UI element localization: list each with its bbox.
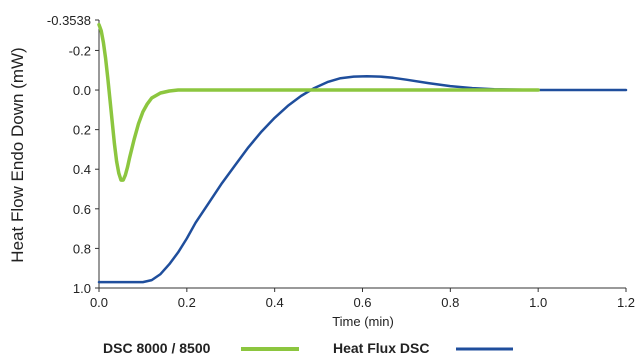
x-ticks: 0.0 0.2 0.4 0.6 0.8 1.0 1.2: [90, 288, 635, 310]
x-tick-label: 0.8: [441, 295, 459, 310]
legend: DSC 8000 / 8500 Heat Flux DSC: [103, 340, 513, 356]
x-tick-label: 0.4: [266, 295, 284, 310]
y-tick-label: 0.8: [73, 241, 91, 256]
y-ticks: -0.3538 -0.2 0.0 0.2 0.4 0.6 0.8 1.0: [47, 13, 99, 296]
y-tick-label: 1.0: [73, 281, 91, 296]
x-tick-label: 0.0: [90, 295, 108, 310]
y-axis: -0.3538 -0.2 0.0 0.2 0.4 0.6 0.8 1.0: [47, 13, 100, 296]
x-axis: 0.0 0.2 0.4 0.6 0.8 1.0 1.2: [90, 287, 635, 310]
series-layer: [97, 22, 628, 284]
x-tick-label: 1.0: [529, 295, 547, 310]
y-axis-label: Heat Flow Endo Down (mW): [8, 47, 27, 262]
x-tick-label: 0.6: [353, 295, 371, 310]
y-tick-label: 0.2: [73, 123, 91, 138]
x-axis-label: Time (min): [332, 314, 394, 329]
legend-label-heat-flux: Heat Flux DSC: [333, 340, 429, 356]
legend-label-dsc-8000: DSC 8000 / 8500: [103, 340, 211, 356]
y-tick-label: 0.0: [73, 83, 91, 98]
legend-item-dsc-8000: DSC 8000 / 8500: [103, 340, 299, 356]
series-line-0: [97, 22, 540, 182]
y-tick-label: -0.3538: [47, 13, 91, 28]
x-tick-label: 0.2: [178, 295, 196, 310]
x-tick-label: 1.2: [617, 295, 635, 310]
y-tick-label: 0.6: [73, 202, 91, 217]
y-tick-label: 0.4: [73, 162, 91, 177]
legend-item-heat-flux: Heat Flux DSC: [333, 340, 513, 356]
series-line-1: [97, 74, 628, 284]
y-tick-label: -0.2: [69, 43, 91, 58]
